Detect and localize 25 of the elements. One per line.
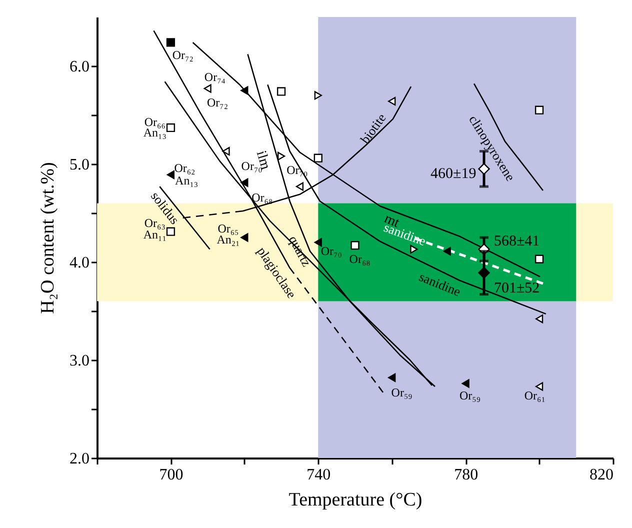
y-tick-label: 6.0 [70, 58, 90, 76]
y-tick-label: 4.0 [70, 254, 90, 272]
annotation: Or₅₉ [391, 385, 412, 400]
annotation: sanidine [417, 269, 464, 300]
x-tick-label: 780 [454, 466, 478, 484]
x-tick-label: 740 [306, 466, 331, 484]
annotation: Or₆₁ [524, 388, 546, 402]
x-tick-label: 700 [159, 466, 184, 484]
x-axis-title: Temperature (°C) [288, 490, 422, 510]
annotation: Or₇₂ [172, 48, 194, 62]
y-tick-label: 5.0 [70, 156, 90, 174]
y-tick-label: 3.0 [70, 352, 90, 370]
annotation: 701±52 [494, 280, 540, 296]
x-tick-label: 820 [590, 466, 614, 484]
annotation: An₁₃ [175, 174, 198, 188]
y-tick-label: 2.0 [70, 450, 90, 468]
annotation: Or₇₂ [207, 95, 228, 110]
annotation: Or₇₄ [204, 70, 226, 84]
annotation: Or₆₈ [349, 252, 370, 266]
annotation: Or₅₉ [459, 388, 481, 402]
y-axis-title: H₂O content (wt.%) [38, 162, 58, 314]
annotation: Or₆₂ [174, 160, 196, 175]
annotation: Or₆₈ [252, 190, 273, 204]
annotation: 568±41 [494, 233, 540, 250]
annotation: Or₇₀ [320, 244, 342, 258]
